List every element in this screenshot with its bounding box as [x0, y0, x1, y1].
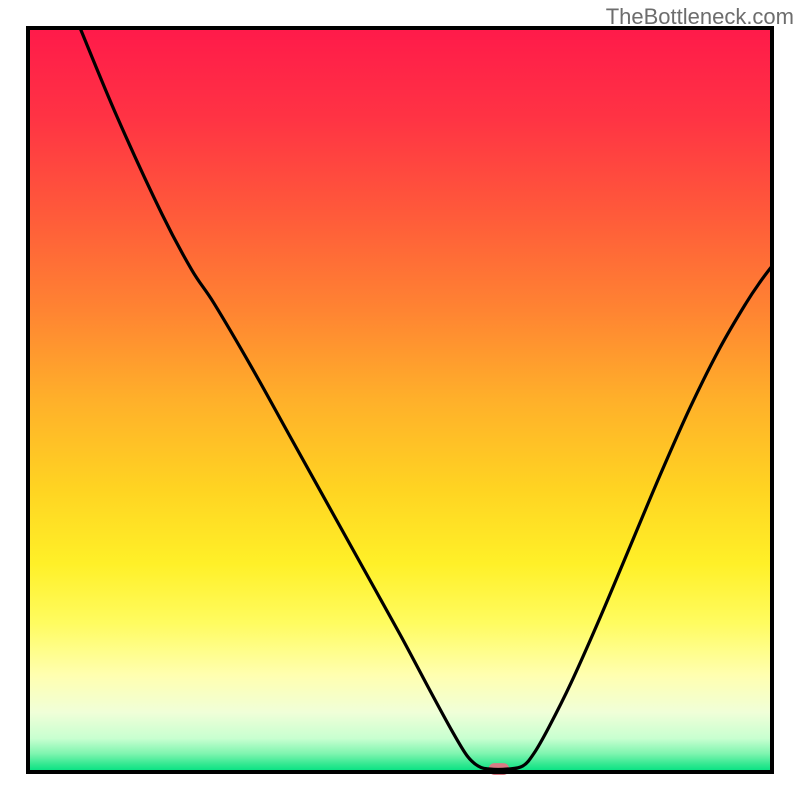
chart-background	[28, 28, 772, 772]
chart-svg	[0, 0, 800, 800]
bottleneck-chart: TheBottleneck.com	[0, 0, 800, 800]
watermark-text: TheBottleneck.com	[606, 4, 794, 30]
